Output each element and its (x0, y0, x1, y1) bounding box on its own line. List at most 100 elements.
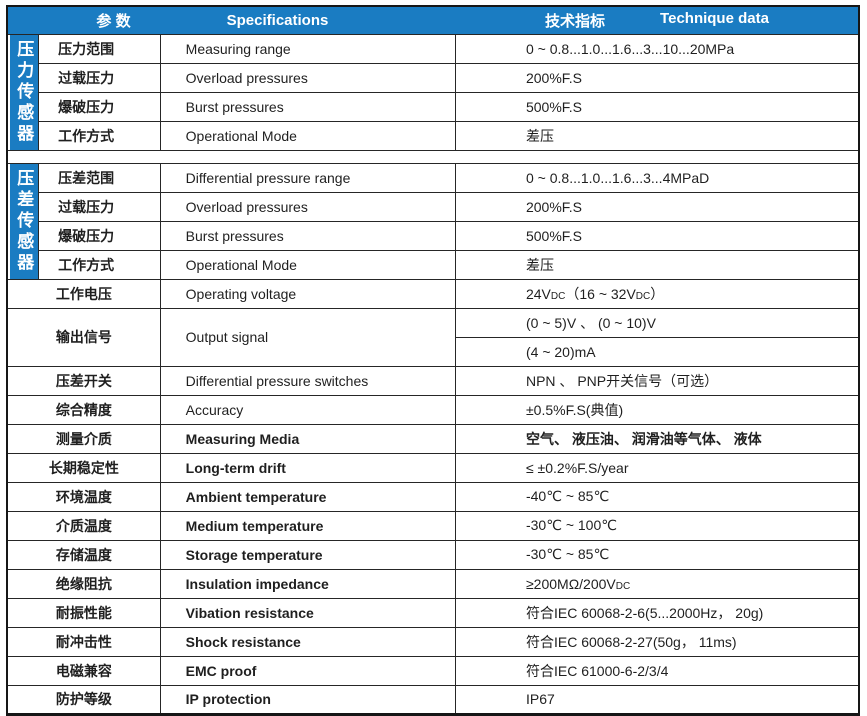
param-cell: 压差范围 (37, 162, 161, 193)
value-cell: 200%F.S (454, 191, 860, 222)
value-subscript: DC (615, 580, 631, 592)
value-text: -40℃ ~ 85℃ (525, 488, 610, 504)
value-cell: (4 ~ 20)mA (454, 336, 860, 367)
value-cell: -40℃ ~ 85℃ (454, 481, 860, 512)
param-column-header: 参 数 (96, 12, 131, 30)
spec-cell: EMC proof (159, 655, 456, 686)
spec-cell: Shock resistance (159, 626, 456, 657)
value-cell: (0 ~ 5)V 、 (0 ~ 10)V (454, 307, 860, 338)
value-text: ≤ ±0.2%F.S/year (525, 459, 629, 476)
value-cell: ≥200MΩ/200VDC (454, 568, 860, 599)
table-row: 防护等级 IP protection IP67 (6, 684, 860, 715)
spec-cell: Differential pressure range (159, 162, 456, 193)
spec-cell: Overload pressures (159, 62, 456, 93)
param-cell: 综合精度 (6, 394, 161, 425)
table-row: 过载压力 Overload pressures 200%F.S (7, 62, 860, 93)
param-cell: 电磁兼容 (6, 655, 161, 686)
spec-cell: Long-term drift (159, 452, 456, 483)
value-text: -30℃ ~ 100℃ (525, 517, 617, 533)
value-cell: 0 ~ 0.8...1.0...1.6...3...4MPaD (454, 162, 860, 193)
table-row: 电磁兼容 EMC proof 符合IEC 61000-6-2/3/4 (6, 655, 860, 686)
value-text: -30℃ ~ 85℃ (525, 546, 610, 562)
table-row: 压力传感器 压力范围 Measuring range 0 ~ 0.8...1.0...… (6, 33, 860, 151)
spec-cell: Output signal (159, 307, 456, 367)
param-cell: 介质温度 (6, 510, 161, 541)
param-cell: 工作方式 (37, 120, 161, 151)
table-row: 综合精度 Accuracy ±0.5%F.S(典值) (6, 394, 860, 425)
section-strip-label-box: 压力传感器 (10, 35, 38, 149)
param-cell: 压力范围 (37, 33, 161, 64)
table-row: 绝缘阻抗 Insulation impedance ≥200MΩ/200VDC (6, 568, 860, 599)
value-text: 0 ~ 0.8...1.0...1.6...3...10...20MPa (525, 40, 735, 57)
value-text: 500%F.S (525, 98, 583, 115)
spec-cell: Accuracy (159, 394, 456, 425)
param-cell: 工作方式 (37, 249, 161, 280)
section-strip-label-box: 压差传感器 (10, 164, 38, 278)
param-cell: 长期稳定性 (6, 452, 161, 483)
table-row: 耐振性能 Vibation resistance 符合IEC 60068-2-6(5… (6, 597, 860, 628)
table-header-row: 参 数 Specifications 技术指标 Technique data (6, 5, 860, 35)
spec-cell: Operational Mode (159, 120, 456, 151)
tech-header-en: Technique data (660, 9, 769, 27)
tech-column-header: 技术指标 Technique data (456, 10, 858, 31)
table-row: 压差开关 Differential pressure switches NPN 、 … (6, 365, 860, 396)
table-row: 测量介质 Measuring Media 空气、 液压油、 润滑油等气体、 液体 (6, 423, 860, 454)
spec-cell: Differential pressure switches (159, 365, 456, 396)
value-text: ±0.5%F.S(典值) (525, 401, 624, 418)
value-cell: 500%F.S (454, 91, 860, 122)
param-cell: 耐振性能 (6, 597, 161, 628)
param-cell: 耐冲击性 (6, 626, 161, 657)
value-cell: ≤ ±0.2%F.S/year (454, 452, 860, 483)
value-text: IP67 (525, 691, 555, 707)
value-text: (4 ~ 20)mA (525, 343, 596, 360)
value-text: 符合IEC 60068-2-27(50g， 11ms) (525, 633, 737, 650)
value-cell: -30℃ ~ 85℃ (454, 539, 860, 570)
value-text: 符合IEC 61000-6-2/3/4 (525, 662, 669, 679)
table-row: 爆破压力 Burst pressures 500%F.S (7, 220, 860, 251)
value-cell: NPN 、 PNP开关信号（可选） (454, 365, 860, 396)
spec-cell: Overload pressures (159, 191, 456, 222)
spec-cell: Measuring range (159, 33, 456, 64)
param-cell: 过载压力 (37, 191, 161, 222)
spec-cell: IP protection (159, 684, 456, 715)
param-cell: 爆破压力 (37, 220, 161, 251)
value-text: 差压 (525, 256, 554, 273)
spec-cell: Insulation impedance (159, 568, 456, 599)
value-cell: 24VDC（16 ~ 32VDC） (454, 278, 860, 309)
value-cell: 200%F.S (454, 62, 860, 93)
value-cell: 符合IEC 60068-2-6(5...2000Hz， 20g) (454, 597, 860, 628)
value-text: NPN 、 PNP开关信号（可选） (525, 372, 719, 389)
param-cell: 环境温度 (6, 481, 161, 512)
value-text: ≥200MΩ/200V (525, 575, 616, 592)
param-cell: 绝缘阻抗 (6, 568, 161, 599)
value-cell: 符合IEC 61000-6-2/3/4 (454, 655, 860, 686)
spec-cell: Storage temperature (159, 539, 456, 570)
spec-cell: Measuring Media (159, 423, 456, 454)
value-subscript: DC (550, 290, 566, 302)
param-cell: 测量介质 (6, 423, 161, 454)
table-row: 耐冲击性 Shock resistance 符合IEC 60068-2-27(50g… (6, 626, 860, 657)
value-subscript: DC (635, 290, 651, 302)
spec-cell: Vibation resistance (159, 597, 456, 628)
gap-cell (7, 149, 859, 164)
spec-table: 参 数 Specifications 技术指标 Technique data 压… (6, 5, 860, 716)
param-cell: 防护等级 (6, 684, 161, 715)
table-row: (4 ~ 20)mA (7, 336, 860, 367)
spec-cell: Burst pressures (159, 91, 456, 122)
value-cell: IP67 (454, 684, 860, 715)
table-row: 工作电压 Operating voltage 24VDC（16 ~ 32VDC） (6, 278, 860, 309)
value-text: 空气、 液压油、 润滑油等气体、 液体 (525, 430, 762, 447)
value-cell: 差压 (454, 120, 860, 151)
section-strip-label: 压力传感器 (14, 39, 34, 145)
table-row: 工作方式 Operational Mode 差压 (7, 249, 860, 280)
spec-cell: Medium temperature (159, 510, 456, 541)
value-text: 500%F.S (525, 227, 583, 244)
value-text: 0 ~ 0.8...1.0...1.6...3...4MPaD (525, 169, 710, 186)
value-cell: 500%F.S (454, 220, 860, 251)
value-cell: 差压 (454, 249, 860, 280)
param-cell: 存储温度 (6, 539, 161, 570)
value-cell: 0 ~ 0.8...1.0...1.6...3...10...20MPa (454, 33, 860, 64)
value-text: ） (650, 285, 665, 302)
table-row: 长期稳定性 Long-term drift ≤ ±0.2%F.S/year (6, 452, 860, 483)
